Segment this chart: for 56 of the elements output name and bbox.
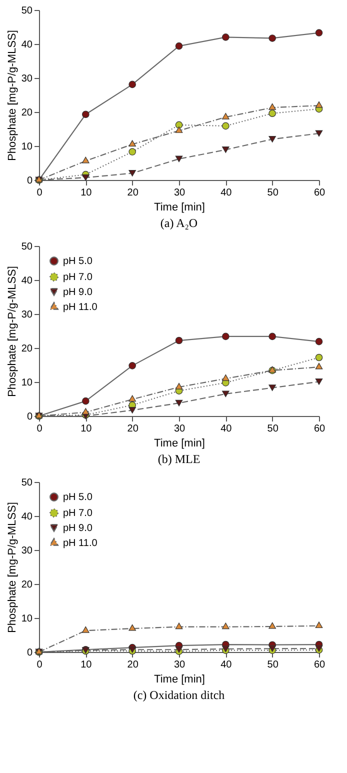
x-axis-title: Time [min] [154,202,205,214]
x-tick-label: 60 [314,188,326,198]
y-tick-label: 40 [21,40,33,50]
x-tick-label: 50 [267,188,279,198]
x-axis-title: Time [min] [154,674,205,686]
text: (a) A₂O [160,216,198,230]
legend-label: pH 5.0 [63,492,93,503]
text: (b) MLE [158,452,200,466]
x-tick-label: 30 [174,188,186,198]
x-tick-label: 60 [314,424,326,434]
y-tick-label: 40 [21,276,33,286]
y-tick-label: 0 [26,412,33,422]
x-tick-label: 0 [36,188,43,198]
x-tick-label: 40 [220,660,232,670]
x-tick-label: 20 [127,188,139,198]
x-tick-label: 10 [80,660,92,670]
x-tick-label: 20 [127,424,139,434]
legend-label: pH 9.0 [63,523,93,534]
legend-label: pH 7.0 [63,508,93,519]
x-tick-label: 0 [36,424,43,434]
legend-label: pH 11.0 [63,302,98,313]
x-tick-label: 40 [220,424,232,434]
legend-label: pH 7.0 [63,272,93,283]
y-axis-title: Phosphate [mg-P/g-MLSS] [6,266,18,397]
x-tick-label: 30 [174,660,186,670]
text: (c) Oxidation ditch [133,688,225,702]
x-tick-label: 0 [36,660,43,670]
y-tick-label: 50 [21,242,33,252]
y-tick-label: 10 [21,614,33,624]
x-tick-label: 20 [127,660,139,670]
x-tick-label: 60 [314,660,326,670]
y-tick-label: 30 [21,74,33,84]
y-tick-label: 20 [21,580,33,590]
y-tick-label: 0 [26,176,33,186]
x-tick-label: 30 [174,424,186,434]
y-axis-title: Phosphate [mg-P/g-MLSS] [6,30,18,161]
x-tick-label: 10 [80,188,92,198]
y-tick-label: 50 [21,6,33,16]
y-tick-label: 30 [21,546,33,556]
legend-label: pH 9.0 [63,287,93,298]
x-tick-label: 50 [267,424,279,434]
y-tick-label: 50 [21,478,33,488]
y-tick-label: 20 [21,344,33,354]
y-tick-label: 10 [21,378,33,388]
y-tick-label: 40 [21,512,33,522]
y-tick-label: 10 [21,142,33,152]
y-tick-label: 20 [21,108,33,118]
x-tick-label: 50 [267,660,279,670]
legend-label: pH 5.0 [63,256,93,267]
y-tick-label: 30 [21,310,33,320]
x-axis-title: Time [min] [154,438,205,450]
y-axis-title: Phosphate [mg-P/g-MLSS] [6,502,18,633]
x-tick-label: 10 [80,424,92,434]
x-tick-label: 40 [220,188,232,198]
y-tick-label: 0 [26,648,33,658]
legend-label: pH 11.0 [63,538,98,549]
